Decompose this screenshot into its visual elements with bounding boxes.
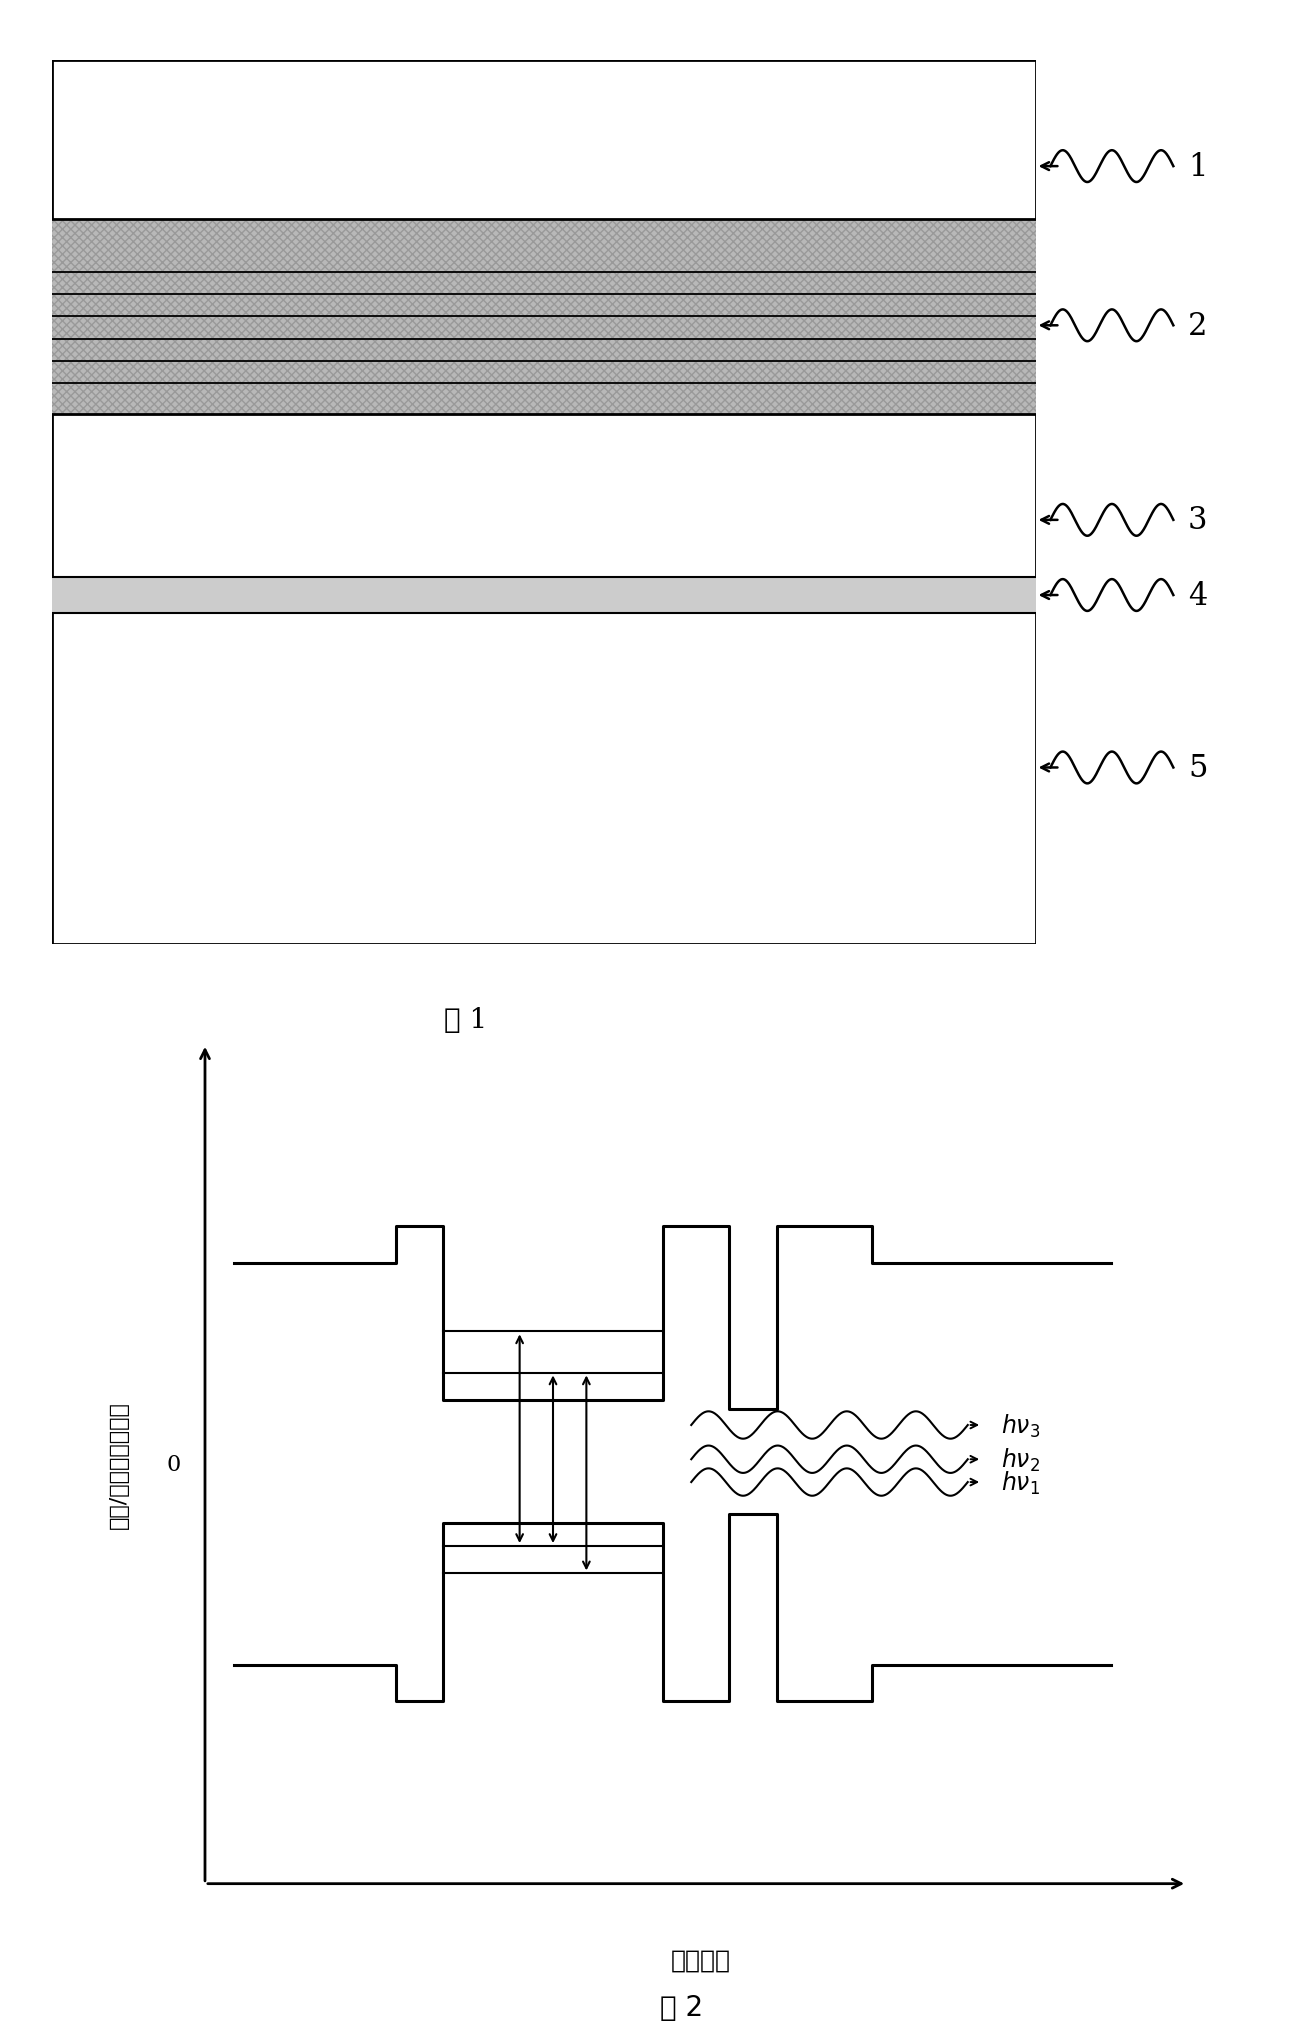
Text: 图 2: 图 2: [661, 1993, 703, 2022]
Text: 0: 0: [166, 1453, 181, 1475]
Text: 4: 4: [1188, 581, 1207, 612]
Text: 3: 3: [1188, 506, 1207, 536]
Text: $h\nu_2$: $h\nu_2$: [1002, 1447, 1040, 1473]
Text: 1: 1: [1188, 152, 1207, 183]
Text: 空间位置: 空间位置: [671, 1947, 730, 1971]
Text: 2: 2: [1188, 311, 1207, 341]
Bar: [52, 219, 1036, 415]
Text: 图 1: 图 1: [444, 1006, 486, 1034]
Text: 5: 5: [1188, 752, 1207, 784]
Text: $h\nu_3$: $h\nu_3$: [1002, 1412, 1041, 1439]
Text: 能带/氮化物元素组分: 能带/氮化物元素组分: [109, 1400, 130, 1528]
Bar: [52, 219, 1036, 415]
Text: $h\nu_1$: $h\nu_1$: [1002, 1469, 1040, 1496]
Bar: [52, 577, 1036, 614]
